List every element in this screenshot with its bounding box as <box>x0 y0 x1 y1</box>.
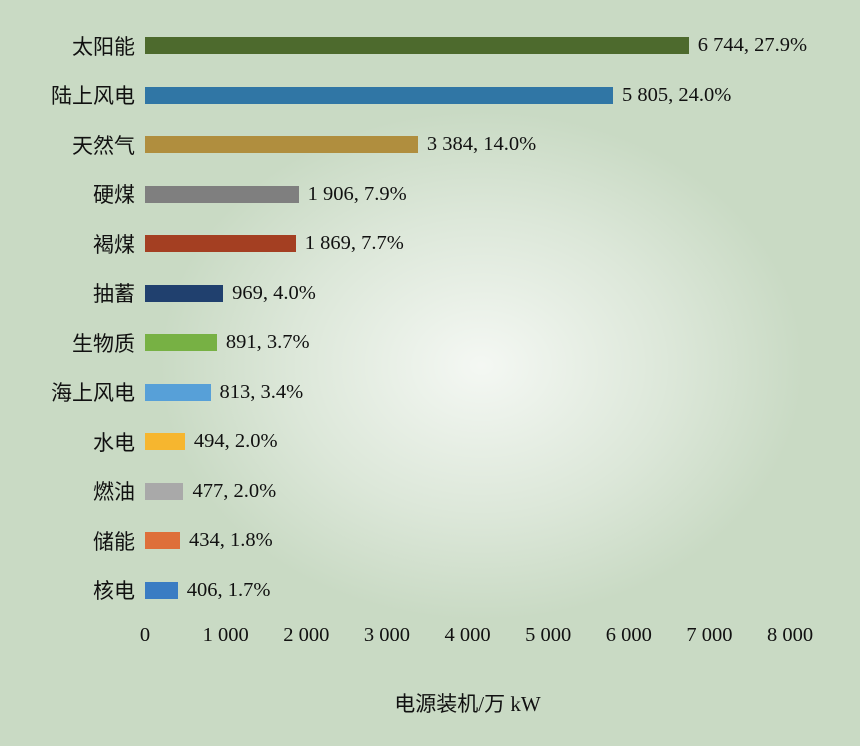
x-tick-label: 7 000 <box>686 624 733 646</box>
bar <box>145 185 299 203</box>
category-label: 太阳能 <box>72 34 135 59</box>
x-tick-label: 8 000 <box>766 624 814 646</box>
x-tick-label: 2 000 <box>283 624 330 646</box>
bar <box>145 284 224 302</box>
chart-plot-area: 太阳能 6 744, 27.9% 陆上风电 5 805, 24.0% 天然气 3 384,… <box>0 21 860 615</box>
x-tick-label: 1 000 <box>202 624 249 646</box>
bar <box>145 383 211 401</box>
x-axis-title: 电源装机/万 kW <box>394 692 541 716</box>
category-label: 抽蓄 <box>93 282 135 307</box>
category-label: 硬煤 <box>93 183 135 208</box>
value-label: 494, 2.0% <box>193 430 278 453</box>
category-label: 核电 <box>93 579 135 604</box>
bar <box>145 235 296 253</box>
category-label: 天然气 <box>72 133 135 158</box>
bar-track: 813, 3.4% <box>145 368 790 418</box>
bar-row: 储能 434, 1.8% <box>0 516 860 566</box>
bar <box>145 136 418 154</box>
value-label: 434, 1.8% <box>188 529 273 552</box>
category-label: 生物质 <box>72 331 135 356</box>
bar <box>145 37 689 55</box>
category-label: 水电 <box>93 430 135 455</box>
bar-row: 抽蓄 969, 4.0% <box>0 269 860 319</box>
bar-row: 核电 406, 1.7% <box>0 566 860 616</box>
x-tick-label: 3 000 <box>363 624 410 646</box>
value-label: 969, 4.0% <box>232 281 316 304</box>
bar-track: 1 906, 7.9% <box>145 170 790 220</box>
bar-track: 891, 3.7% <box>145 318 790 368</box>
bar-track: 494, 2.0% <box>145 417 790 467</box>
bar-track: 3 384, 14.0% <box>145 120 790 170</box>
bar-row: 陆上风电 5 805, 24.0% <box>0 71 860 121</box>
x-tick-label: 4 000 <box>444 624 491 646</box>
bar-row: 燃油 477, 2.0% <box>0 467 860 517</box>
x-tick-label: 6 000 <box>605 624 652 646</box>
bar-row: 水电 494, 2.0% <box>0 417 860 467</box>
bar-track: 406, 1.7% <box>145 566 790 616</box>
bar <box>145 433 185 451</box>
value-label: 1 869, 7.7% <box>304 232 404 255</box>
x-tick-label: 0 <box>139 624 151 646</box>
category-label: 储能 <box>93 529 135 554</box>
x-tick-label: 5 000 <box>525 624 572 646</box>
bar-track: 5 805, 24.0% <box>145 71 790 121</box>
category-label: 海上风电 <box>51 381 135 406</box>
value-label: 813, 3.4% <box>219 380 304 403</box>
bar-row: 褐煤 1 869, 7.7% <box>0 219 860 269</box>
bar <box>145 581 178 599</box>
bar <box>145 482 184 500</box>
category-label: 燃油 <box>93 480 135 505</box>
bar <box>145 532 180 550</box>
value-label: 406, 1.7% <box>186 578 271 601</box>
bar-row: 生物质 891, 3.7% <box>0 318 860 368</box>
bar-track: 969, 4.0% <box>145 269 790 319</box>
bar-row: 海上风电 813, 3.4% <box>0 368 860 418</box>
value-label: 1 906, 7.9% <box>307 182 407 205</box>
x-axis: 0 1 000 2 000 3 000 4 000 5 000 6 000 7 000 8 00… <box>140 624 813 652</box>
value-label: 3 384, 14.0% <box>426 133 537 156</box>
bar-track: 6 744, 27.9% <box>145 21 807 71</box>
bar <box>145 86 614 104</box>
bar-track: 477, 2.0% <box>145 467 790 517</box>
bar-row: 硬煤 1 906, 7.9% <box>0 170 860 220</box>
value-label: 5 805, 24.0% <box>622 83 732 106</box>
bar-row: 太阳能 6 744, 27.9% <box>0 21 860 71</box>
value-label: 891, 3.7% <box>225 331 310 354</box>
value-label: 6 744, 27.9% <box>697 34 808 57</box>
bar <box>145 334 217 352</box>
bar-track: 434, 1.8% <box>145 516 790 566</box>
category-label: 褐煤 <box>93 232 135 257</box>
bar-track: 1 869, 7.7% <box>145 219 790 269</box>
bar-row: 天然气 3 384, 14.0% <box>0 120 860 170</box>
value-label: 477, 2.0% <box>192 479 277 502</box>
category-label: 陆上风电 <box>51 84 135 109</box>
